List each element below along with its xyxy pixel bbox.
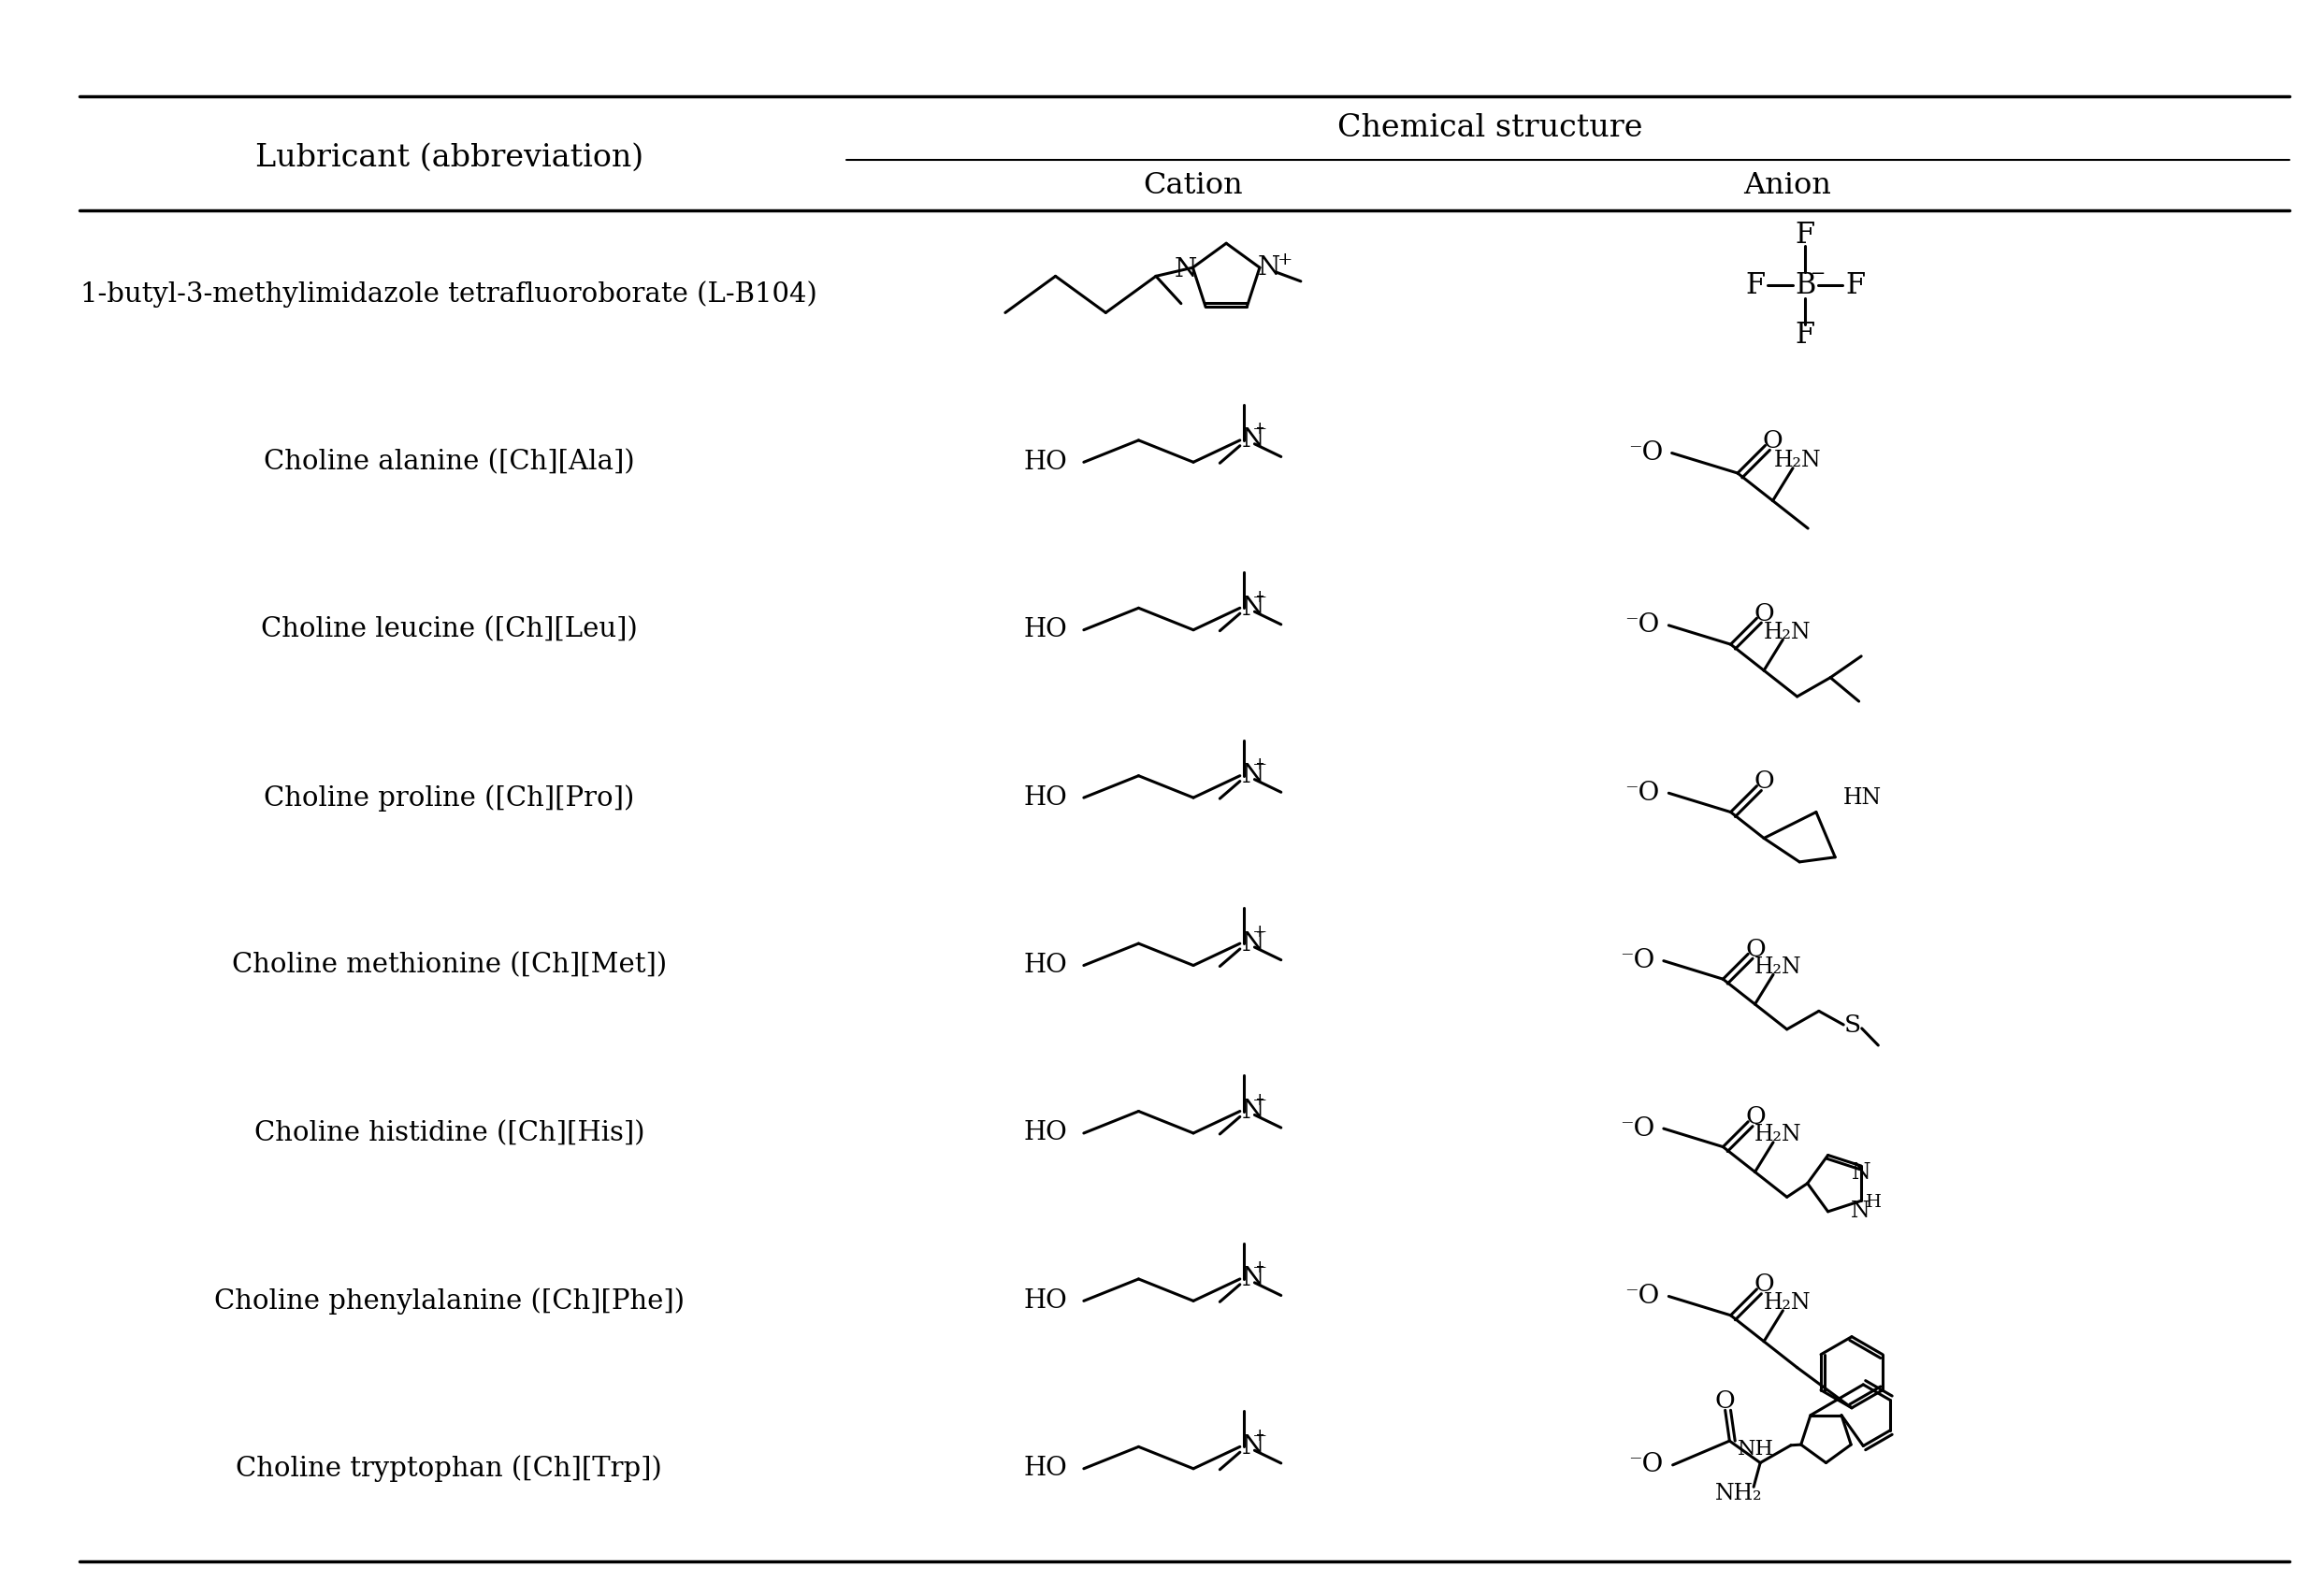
Text: +: + [1252, 589, 1268, 605]
Text: ⁻O: ⁻O [1624, 1283, 1659, 1309]
Text: HO: HO [1023, 450, 1067, 474]
Text: N: N [1243, 1098, 1264, 1124]
Text: HO: HO [1023, 953, 1067, 978]
Text: F: F [1795, 321, 1816, 350]
Text: N: N [1243, 595, 1264, 621]
Text: +: + [1252, 1427, 1268, 1444]
Text: ⁻O: ⁻O [1629, 440, 1663, 466]
Text: F: F [1846, 271, 1864, 300]
Text: O: O [1763, 429, 1783, 453]
Text: +: + [1252, 924, 1268, 942]
Text: H₂N: H₂N [1774, 450, 1820, 471]
Text: Cation: Cation [1143, 171, 1243, 200]
Text: F: F [1795, 220, 1816, 249]
Text: +: + [1252, 421, 1268, 437]
Text: HO: HO [1023, 1120, 1067, 1146]
Text: HO: HO [1023, 1456, 1067, 1481]
Text: O: O [1746, 938, 1765, 961]
Text: Chemical structure: Chemical structure [1337, 113, 1642, 144]
Text: +: + [1252, 1092, 1268, 1109]
Text: ⁻O: ⁻O [1624, 780, 1659, 806]
Text: N: N [1257, 255, 1280, 281]
Text: N: N [1243, 1435, 1264, 1459]
Text: H₂N: H₂N [1765, 1293, 1811, 1314]
Text: HN: HN [1843, 788, 1883, 809]
Text: H₂N: H₂N [1765, 621, 1811, 643]
Text: ⁻O: ⁻O [1624, 613, 1659, 638]
Text: HO: HO [1023, 618, 1067, 643]
Text: HO: HO [1023, 785, 1067, 811]
Text: O: O [1753, 602, 1774, 626]
Text: ⁻O: ⁻O [1629, 1452, 1663, 1478]
Text: H: H [1866, 1194, 1883, 1211]
Text: +: + [1252, 1259, 1268, 1277]
Text: O: O [1714, 1390, 1735, 1412]
Text: N: N [1243, 428, 1264, 453]
Text: S: S [1843, 1013, 1862, 1036]
Text: Choline alanine ([Ch][Ala]): Choline alanine ([Ch][Ala]) [263, 448, 635, 476]
Text: Choline phenylalanine ([Ch][Phe]): Choline phenylalanine ([Ch][Phe]) [215, 1288, 684, 1315]
Text: F: F [1744, 271, 1765, 300]
Text: ⁻O: ⁻O [1619, 948, 1654, 974]
Text: H₂N: H₂N [1753, 956, 1802, 978]
Text: Choline tryptophan ([Ch][Trp]): Choline tryptophan ([Ch][Trp]) [236, 1456, 663, 1483]
Text: 1-butyl-3-methylimidazole tetrafluoroborate (L-B104): 1-butyl-3-methylimidazole tetrafluorobor… [81, 281, 818, 308]
Text: N: N [1173, 257, 1197, 282]
Text: Choline methionine ([Ch][Met]): Choline methionine ([Ch][Met]) [231, 953, 668, 978]
Text: O: O [1753, 1274, 1774, 1296]
Text: Lubricant (abbreviation): Lubricant (abbreviation) [254, 144, 642, 172]
Text: +: + [1277, 252, 1294, 268]
Text: N: N [1243, 930, 1264, 956]
Text: O: O [1746, 1106, 1765, 1128]
Text: Choline proline ([Ch][Pro]): Choline proline ([Ch][Pro]) [263, 784, 635, 811]
Text: N: N [1853, 1162, 1871, 1184]
Text: H₂N: H₂N [1753, 1124, 1802, 1146]
Text: +: + [1252, 757, 1268, 772]
Text: NH₂: NH₂ [1714, 1483, 1763, 1503]
Text: N: N [1850, 1200, 1871, 1223]
Text: ⁻O: ⁻O [1619, 1116, 1654, 1141]
Text: −: − [1811, 267, 1825, 282]
Text: NH: NH [1737, 1440, 1774, 1459]
Text: N: N [1243, 763, 1264, 788]
Text: HO: HO [1023, 1288, 1067, 1314]
Text: O: O [1753, 769, 1774, 793]
Text: Choline leucine ([Ch][Leu]): Choline leucine ([Ch][Leu]) [261, 616, 638, 643]
Text: Anion: Anion [1744, 171, 1832, 200]
Text: Choline histidine ([Ch][His]): Choline histidine ([Ch][His]) [254, 1120, 644, 1146]
Text: B: B [1795, 271, 1816, 300]
Text: N: N [1243, 1266, 1264, 1291]
